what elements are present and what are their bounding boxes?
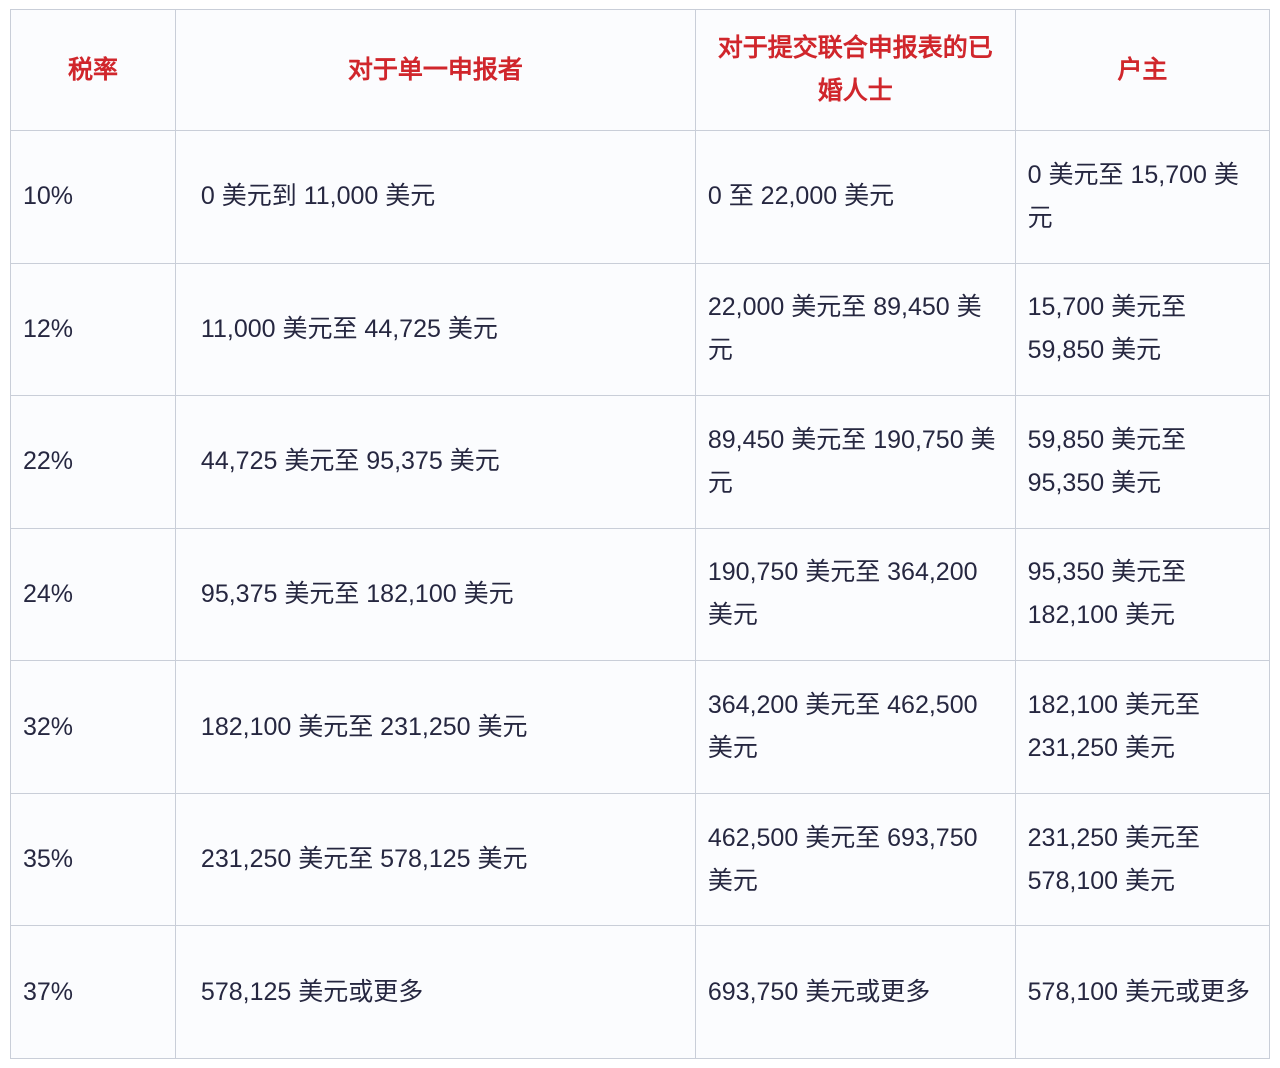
table-header-row: 税率 对于单一申报者 对于提交联合申报表的已婚人士 户主 (10, 9, 1271, 131)
cell-rate: 32% (10, 660, 176, 794)
cell-married-joint: 364,200 美元至 462,500 美元 (694, 660, 1016, 794)
cell-head-of-household: 182,100 美元至 231,250 美元 (1014, 660, 1271, 794)
column-header-single-filer: 对于单一申报者 (174, 9, 696, 131)
cell-single-filer: 578,125 美元或更多 (174, 925, 696, 1059)
cell-head-of-household: 59,850 美元至 95,350 美元 (1014, 395, 1271, 529)
cell-married-joint: 190,750 美元至 364,200 美元 (694, 527, 1016, 662)
cell-head-of-household: 578,100 美元或更多 (1014, 925, 1271, 1059)
table-row: 24% 95,375 美元至 182,100 美元 190,750 美元至 36… (10, 527, 1271, 662)
cell-married-joint: 22,000 美元至 89,450 美元 (694, 262, 1016, 397)
cell-married-joint: 693,750 美元或更多 (694, 925, 1016, 1059)
cell-single-filer: 11,000 美元至 44,725 美元 (174, 262, 696, 397)
table-row: 37% 578,125 美元或更多 693,750 美元或更多 578,100 … (10, 925, 1271, 1059)
table-row: 32% 182,100 美元至 231,250 美元 364,200 美元至 4… (10, 660, 1271, 794)
table-row: 12% 11,000 美元至 44,725 美元 22,000 美元至 89,4… (10, 262, 1271, 397)
cell-single-filer: 182,100 美元至 231,250 美元 (174, 660, 696, 794)
cell-married-joint: 89,450 美元至 190,750 美元 (694, 395, 1016, 529)
table-body: 10% 0 美元到 11,000 美元 0 至 22,000 美元 0 美元至 … (10, 130, 1271, 1059)
table-row: 10% 0 美元到 11,000 美元 0 至 22,000 美元 0 美元至 … (10, 130, 1271, 264)
column-header-head-of-household: 户主 (1014, 9, 1271, 131)
column-header-married-joint: 对于提交联合申报表的已婚人士 (694, 9, 1016, 131)
cell-rate: 12% (10, 262, 176, 397)
cell-head-of-household: 231,250 美元至 578,100 美元 (1014, 792, 1271, 927)
cell-rate: 22% (10, 395, 176, 529)
cell-married-joint: 0 至 22,000 美元 (694, 130, 1016, 264)
cell-head-of-household: 0 美元至 15,700 美元 (1014, 130, 1271, 264)
table-row: 35% 231,250 美元至 578,125 美元 462,500 美元至 6… (10, 792, 1271, 927)
cell-rate: 10% (10, 130, 176, 264)
cell-single-filer: 44,725 美元至 95,375 美元 (174, 395, 696, 529)
cell-married-joint: 462,500 美元至 693,750 美元 (694, 792, 1016, 927)
cell-single-filer: 0 美元到 11,000 美元 (174, 130, 696, 264)
cell-head-of-household: 95,350 美元至 182,100 美元 (1014, 527, 1271, 662)
cell-head-of-household: 15,700 美元至 59,850 美元 (1014, 262, 1271, 397)
table-row: 22% 44,725 美元至 95,375 美元 89,450 美元至 190,… (10, 395, 1271, 529)
cell-single-filer: 95,375 美元至 182,100 美元 (174, 527, 696, 662)
cell-single-filer: 231,250 美元至 578,125 美元 (174, 792, 696, 927)
tax-brackets-table: 税率 对于单一申报者 对于提交联合申报表的已婚人士 户主 10% 0 美元到 1… (10, 9, 1271, 1059)
column-header-rate: 税率 (10, 9, 176, 131)
cell-rate: 37% (10, 925, 176, 1059)
cell-rate: 24% (10, 527, 176, 662)
cell-rate: 35% (10, 792, 176, 927)
